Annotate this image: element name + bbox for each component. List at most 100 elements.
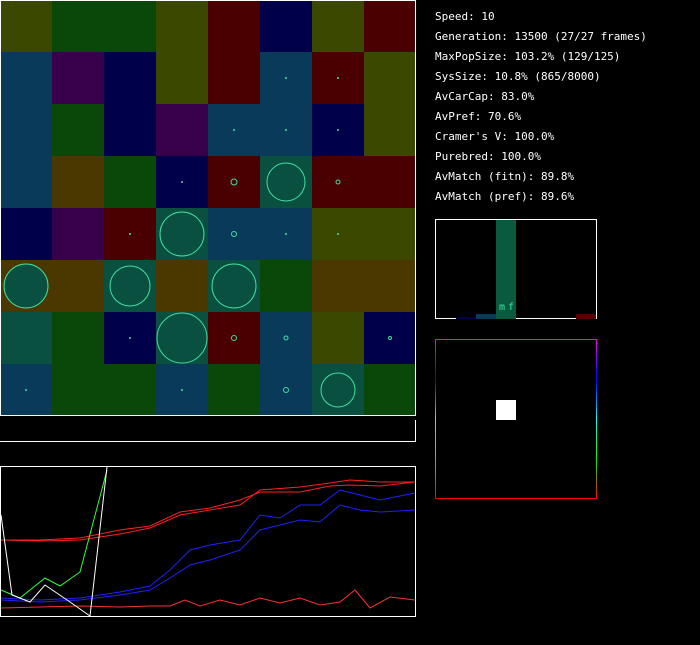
line-red-1 [0, 479, 415, 542]
cell [364, 312, 416, 364]
line-red-3 [0, 589, 416, 609]
organism [211, 263, 257, 309]
histogram-bar-small [476, 314, 496, 319]
cell [52, 364, 104, 416]
cell [104, 0, 156, 52]
organism [320, 372, 356, 408]
cell [104, 104, 156, 156]
organism-small [285, 77, 287, 79]
stat-line: MaxPopSize: 103.2% (129/125) [435, 50, 620, 63]
cell [260, 260, 312, 312]
cell [208, 0, 260, 52]
cell [52, 208, 104, 260]
stat-line: Speed: 10 [435, 10, 495, 23]
histogram-bar-small [456, 317, 476, 319]
organism-small [129, 233, 131, 235]
organism-small [337, 129, 339, 131]
line-red-2 [1, 481, 416, 541]
cell [364, 208, 416, 260]
organism [159, 211, 205, 257]
organism-small [285, 129, 287, 131]
cell [156, 0, 208, 52]
plot-lines [0, 466, 416, 617]
cell [156, 260, 208, 312]
line-blue-1 [0, 489, 416, 601]
cell [364, 104, 416, 156]
cell [364, 52, 416, 104]
organism-small [231, 335, 237, 341]
cell [312, 0, 364, 52]
stat-line: AvMatch (pref): 89.6% [435, 190, 574, 203]
organism-small [233, 129, 235, 131]
cell [52, 156, 104, 208]
stat-line: SysSize: 10.8% (865/8000) [435, 70, 601, 83]
cell [52, 0, 104, 52]
cell [104, 364, 156, 416]
cell [156, 52, 208, 104]
grid-border [0, 0, 416, 416]
line-blue-2 [0, 504, 416, 603]
organism-small [283, 387, 289, 393]
cell [52, 312, 104, 364]
cell [312, 312, 364, 364]
organism-small [25, 389, 27, 391]
organism-small [388, 336, 392, 340]
cell [0, 0, 52, 52]
cell [208, 156, 260, 208]
cell [0, 208, 52, 260]
cell [260, 0, 312, 52]
stat-line: Cramer's V: 100.0% [435, 130, 555, 143]
stats-panel: Speed: 10 Generation: 13500 (27/27 frames… [435, 10, 647, 203]
cell [156, 104, 208, 156]
histogram-bar-small [576, 314, 596, 319]
line-white [0, 466, 108, 617]
cell [52, 52, 104, 104]
stat-line: Purebred: 100.0% [435, 150, 541, 163]
organism-small [181, 181, 183, 183]
organism-small [230, 178, 238, 186]
stat-line: AvMatch (fitn): 89.8% [435, 170, 574, 183]
organisms [3, 77, 392, 408]
cell [312, 156, 364, 208]
organism [266, 162, 306, 202]
organism-small [283, 335, 289, 341]
stat-line: AvPref: 70.6% [435, 110, 521, 123]
cell [208, 364, 260, 416]
cell [208, 52, 260, 104]
cell [312, 260, 364, 312]
organism-small [337, 233, 339, 235]
cell [364, 0, 416, 52]
cell [104, 52, 156, 104]
organism-small [129, 337, 131, 339]
cell [208, 312, 260, 364]
cell [52, 260, 104, 312]
cell [364, 364, 416, 416]
organism [3, 263, 49, 309]
cell [0, 312, 52, 364]
world-grid [0, 0, 416, 416]
color-map-point [496, 400, 516, 420]
cell [0, 104, 52, 156]
cell [260, 312, 312, 364]
organism-small [337, 77, 339, 79]
organism-small [181, 389, 183, 391]
stat-line: AvCarCap: 83.0% [435, 90, 535, 103]
cell [52, 104, 104, 156]
cell [364, 156, 416, 208]
organism [109, 265, 151, 307]
cell [0, 52, 52, 104]
stat-line: Generation: 13500 (27/27 frames) [435, 30, 647, 43]
cell [0, 156, 52, 208]
cell [260, 364, 312, 416]
histogram-bar [496, 220, 516, 319]
histogram-label: f [508, 302, 514, 313]
organism [156, 312, 208, 364]
cell [364, 260, 416, 312]
organism-small [231, 231, 237, 237]
cell [104, 156, 156, 208]
organism-small [285, 233, 287, 235]
histogram-label: m [499, 302, 505, 313]
plot-box [0, 466, 416, 617]
